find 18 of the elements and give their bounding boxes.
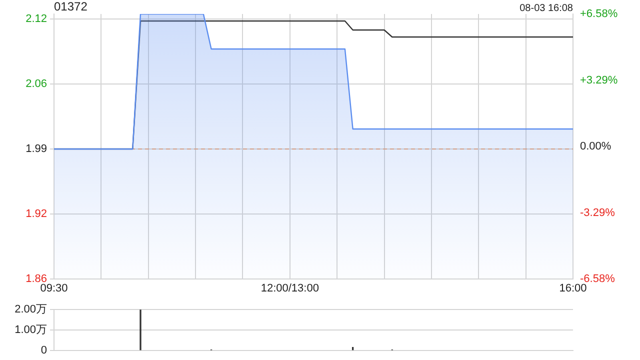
text: 08-03 16:08	[520, 2, 574, 14]
chart-title: 01372	[54, 0, 88, 14]
y2-tick-label: +3.29%	[580, 74, 618, 86]
y-tick-label: 2.12	[26, 13, 47, 26]
x-tick-label: 09:30	[40, 282, 68, 295]
y-tick-label: 2.06	[26, 78, 47, 90]
y-tick-label: 2.00万	[14, 304, 47, 316]
y-tick-label: 1.86	[26, 273, 47, 286]
y-tick-label: 0	[40, 344, 47, 356]
y-tick-label: 1.99	[26, 143, 47, 156]
x-tick-label: 12:00/13:00	[260, 282, 319, 295]
y2-tick-label: -3.29%	[580, 206, 616, 219]
y2-tick-label: 0.00%	[580, 140, 612, 153]
y-tick-label: 1.00万	[14, 324, 47, 336]
y-tick-label: 1.92	[26, 208, 47, 220]
x-tick-label: 16:00	[559, 282, 587, 295]
y2-tick-label: -6.58%	[580, 273, 616, 286]
y2-tick-label: +6.58%	[580, 8, 618, 20]
